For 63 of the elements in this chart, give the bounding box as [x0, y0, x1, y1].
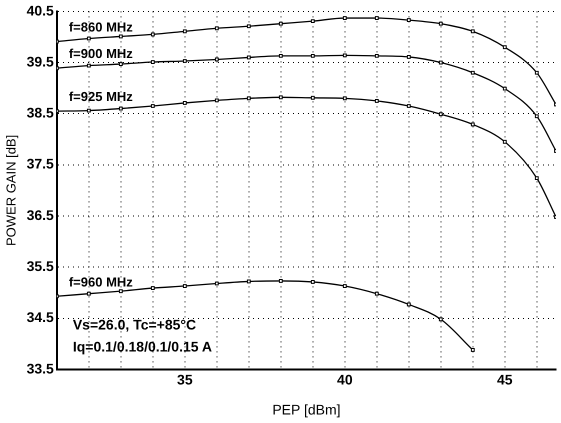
point	[310, 19, 315, 24]
y-axis-title: POWER GAIN [dB]	[3, 134, 18, 246]
point	[470, 29, 475, 34]
x-tick-label: 35	[177, 372, 193, 388]
point	[438, 60, 443, 64]
point	[406, 18, 411, 22]
point	[470, 348, 475, 352]
point	[278, 279, 283, 283]
point	[118, 106, 123, 110]
point	[374, 98, 379, 103]
point	[342, 16, 347, 20]
point	[118, 289, 123, 294]
point	[406, 55, 411, 59]
point	[86, 64, 91, 68]
point	[86, 292, 91, 296]
x-tick-label: 45	[497, 372, 513, 388]
point	[246, 56, 251, 60]
point	[182, 29, 187, 34]
x-axis-title: PEP [dBm]	[272, 401, 341, 418]
point	[214, 58, 219, 62]
y-tick-label: 36.5	[26, 206, 54, 223]
y-tick-label: 37.5	[26, 156, 54, 172]
annotation: Iq=0.1/0.18/0.1/0.15 A	[72, 338, 212, 354]
point	[342, 53, 347, 58]
point	[502, 86, 507, 91]
series-label: f=925 MHz	[68, 89, 134, 104]
point	[150, 104, 155, 108]
point	[86, 108, 91, 113]
series-label: f=960 MHz	[68, 274, 134, 290]
y-tick-label: 39.5	[26, 53, 54, 70]
point	[182, 101, 187, 105]
y-tick-label: 38.5	[26, 104, 54, 121]
x-tick-label: 40	[337, 372, 353, 388]
point	[150, 32, 155, 36]
point	[150, 286, 155, 290]
point	[342, 96, 347, 100]
point	[150, 60, 155, 64]
point	[118, 34, 123, 38]
point	[214, 98, 219, 102]
point	[310, 280, 315, 284]
annotation: Vs=26.0, Tc=+85°C	[72, 316, 196, 332]
point	[470, 122, 475, 126]
y-tick-label: 40.5	[26, 2, 54, 18]
y-tick-label: 35.5	[26, 258, 54, 274]
y-tick-label: 34.5	[26, 309, 54, 326]
point	[342, 284, 347, 288]
point	[214, 282, 219, 286]
point	[406, 302, 411, 306]
point	[534, 176, 539, 180]
point	[182, 284, 187, 288]
series-label: f=900 MHz	[68, 46, 134, 62]
point	[118, 62, 123, 66]
point	[246, 96, 251, 100]
point	[278, 54, 283, 58]
point	[86, 36, 91, 40]
point	[374, 54, 379, 58]
point	[374, 16, 379, 20]
series-label: f=860 MHz	[68, 20, 134, 35]
point	[310, 54, 315, 58]
y-tick-label: 33.5	[26, 360, 54, 376]
point	[246, 280, 251, 284]
point	[406, 104, 411, 108]
point	[182, 59, 187, 63]
